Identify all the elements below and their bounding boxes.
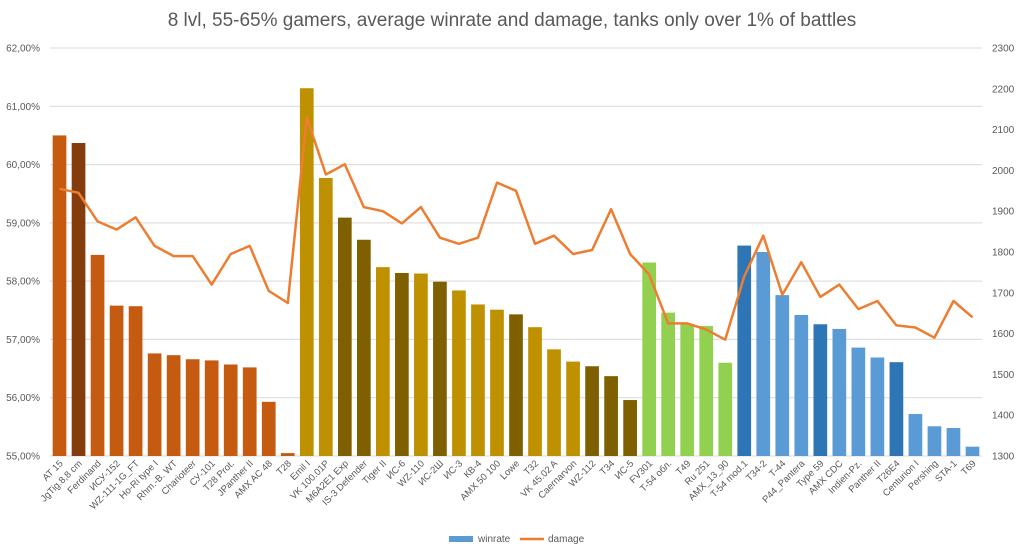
winrate-bar <box>223 364 238 456</box>
winrate-bar <box>680 324 695 456</box>
y-right-tick-label: 1800 <box>992 248 1015 259</box>
winrate-bar <box>528 327 542 456</box>
y-left-tick-label: 55,00% <box>6 452 40 463</box>
winrate-bar <box>414 273 428 456</box>
winrate-bar <box>433 281 447 456</box>
winrate-bar <box>452 290 466 456</box>
winrate-bar <box>889 362 904 456</box>
winrate-bar <box>128 306 143 456</box>
y-right-tick-label: 2000 <box>992 166 1015 177</box>
legend-swatch-winrate <box>449 536 473 542</box>
winrate-bar <box>509 314 523 456</box>
y-left-tick-label: 61,00% <box>6 102 40 113</box>
winrate-bar <box>813 324 828 456</box>
x-category-label: ИС-3 <box>442 458 465 481</box>
y-right-tick-label: 1300 <box>992 452 1015 463</box>
y-right-tick-label: 1700 <box>992 288 1015 299</box>
winrate-bar <box>242 367 257 456</box>
y-right-tick-label: 1400 <box>992 411 1015 422</box>
y-right-tick-label: 2300 <box>992 44 1015 55</box>
x-category-label: STA-1 <box>933 458 959 484</box>
x-category-label: Lowe <box>498 458 522 482</box>
winrate-bar <box>927 426 942 456</box>
damage-line-series <box>59 116 974 341</box>
legend-label-damage: damage <box>548 534 585 545</box>
y-axis-right: 1300 1400 1500 1600 1700 1800 1900 2000 2100 2200… <box>992 44 1015 463</box>
winrate-bar <box>204 360 219 456</box>
winrate-bar <box>395 272 409 456</box>
winrate-bar <box>946 428 961 456</box>
winrate-bar <box>547 349 561 456</box>
y-right-tick-label: 2200 <box>992 84 1015 95</box>
winrate-bar <box>699 326 714 456</box>
y-axis-left: 55,00% 56,00% 57,00% 58,00% 59,00% 60,00% 61,0… <box>6 44 40 463</box>
winrate-bar <box>318 177 333 456</box>
y-right-tick-label: 2100 <box>992 125 1015 136</box>
winrate-bar <box>604 376 618 456</box>
winrate-bar <box>642 262 656 456</box>
winrate-bar <box>166 355 181 456</box>
winrate-bar <box>851 347 866 456</box>
winrate-bar <box>718 362 733 456</box>
damage-line <box>59 116 974 341</box>
x-category-label: T69 <box>959 458 978 477</box>
winrate-bar <box>908 414 923 456</box>
winrate-bar <box>870 357 885 456</box>
winrate-bar <box>280 453 295 456</box>
legend-label-winrate: winrate <box>477 534 511 545</box>
y-left-tick-label: 56,00% <box>6 393 40 404</box>
winrate-bar <box>566 361 580 456</box>
winrate-bar <box>261 401 276 456</box>
y-left-tick-label: 62,00% <box>6 44 40 55</box>
y-left-tick-label: 58,00% <box>6 277 40 288</box>
winrate-bar <box>185 359 200 456</box>
winrate-bar <box>471 304 485 456</box>
y-left-tick-label: 57,00% <box>6 335 40 346</box>
y-right-tick-label: 1900 <box>992 207 1015 218</box>
winrate-bar <box>756 252 771 456</box>
y-right-tick-label: 1600 <box>992 329 1015 340</box>
y-left-tick-label: 59,00% <box>6 218 40 229</box>
winrate-bar <box>794 314 809 456</box>
legend: winrate damage <box>449 534 585 545</box>
y-right-tick-label: 1500 <box>992 370 1015 381</box>
winrate-bar <box>337 217 352 456</box>
winrate-bar <box>90 254 105 456</box>
winrate-bar <box>147 353 162 456</box>
winrate-bar <box>376 267 390 456</box>
winrate-bar <box>71 143 86 456</box>
winrate-bar <box>965 446 980 456</box>
winrate-bar <box>356 239 371 456</box>
winrate-bar <box>299 88 314 457</box>
winrate-bars <box>52 88 980 457</box>
x-category-label: T34-2 <box>744 458 769 483</box>
winrate-bar <box>585 366 599 456</box>
chart-title: 8 lvl, 55-65% gamers, average winrate an… <box>167 10 857 31</box>
winrate-bar <box>52 135 67 456</box>
winrate-bar <box>775 295 790 456</box>
winrate-bar <box>832 328 847 456</box>
winrate-bar <box>490 309 504 456</box>
winrate-bar <box>623 400 637 456</box>
y-left-tick-label: 60,00% <box>6 160 40 171</box>
winrate-bar <box>661 312 676 456</box>
winrate-bar <box>737 245 752 456</box>
winrate-bar <box>109 305 124 456</box>
